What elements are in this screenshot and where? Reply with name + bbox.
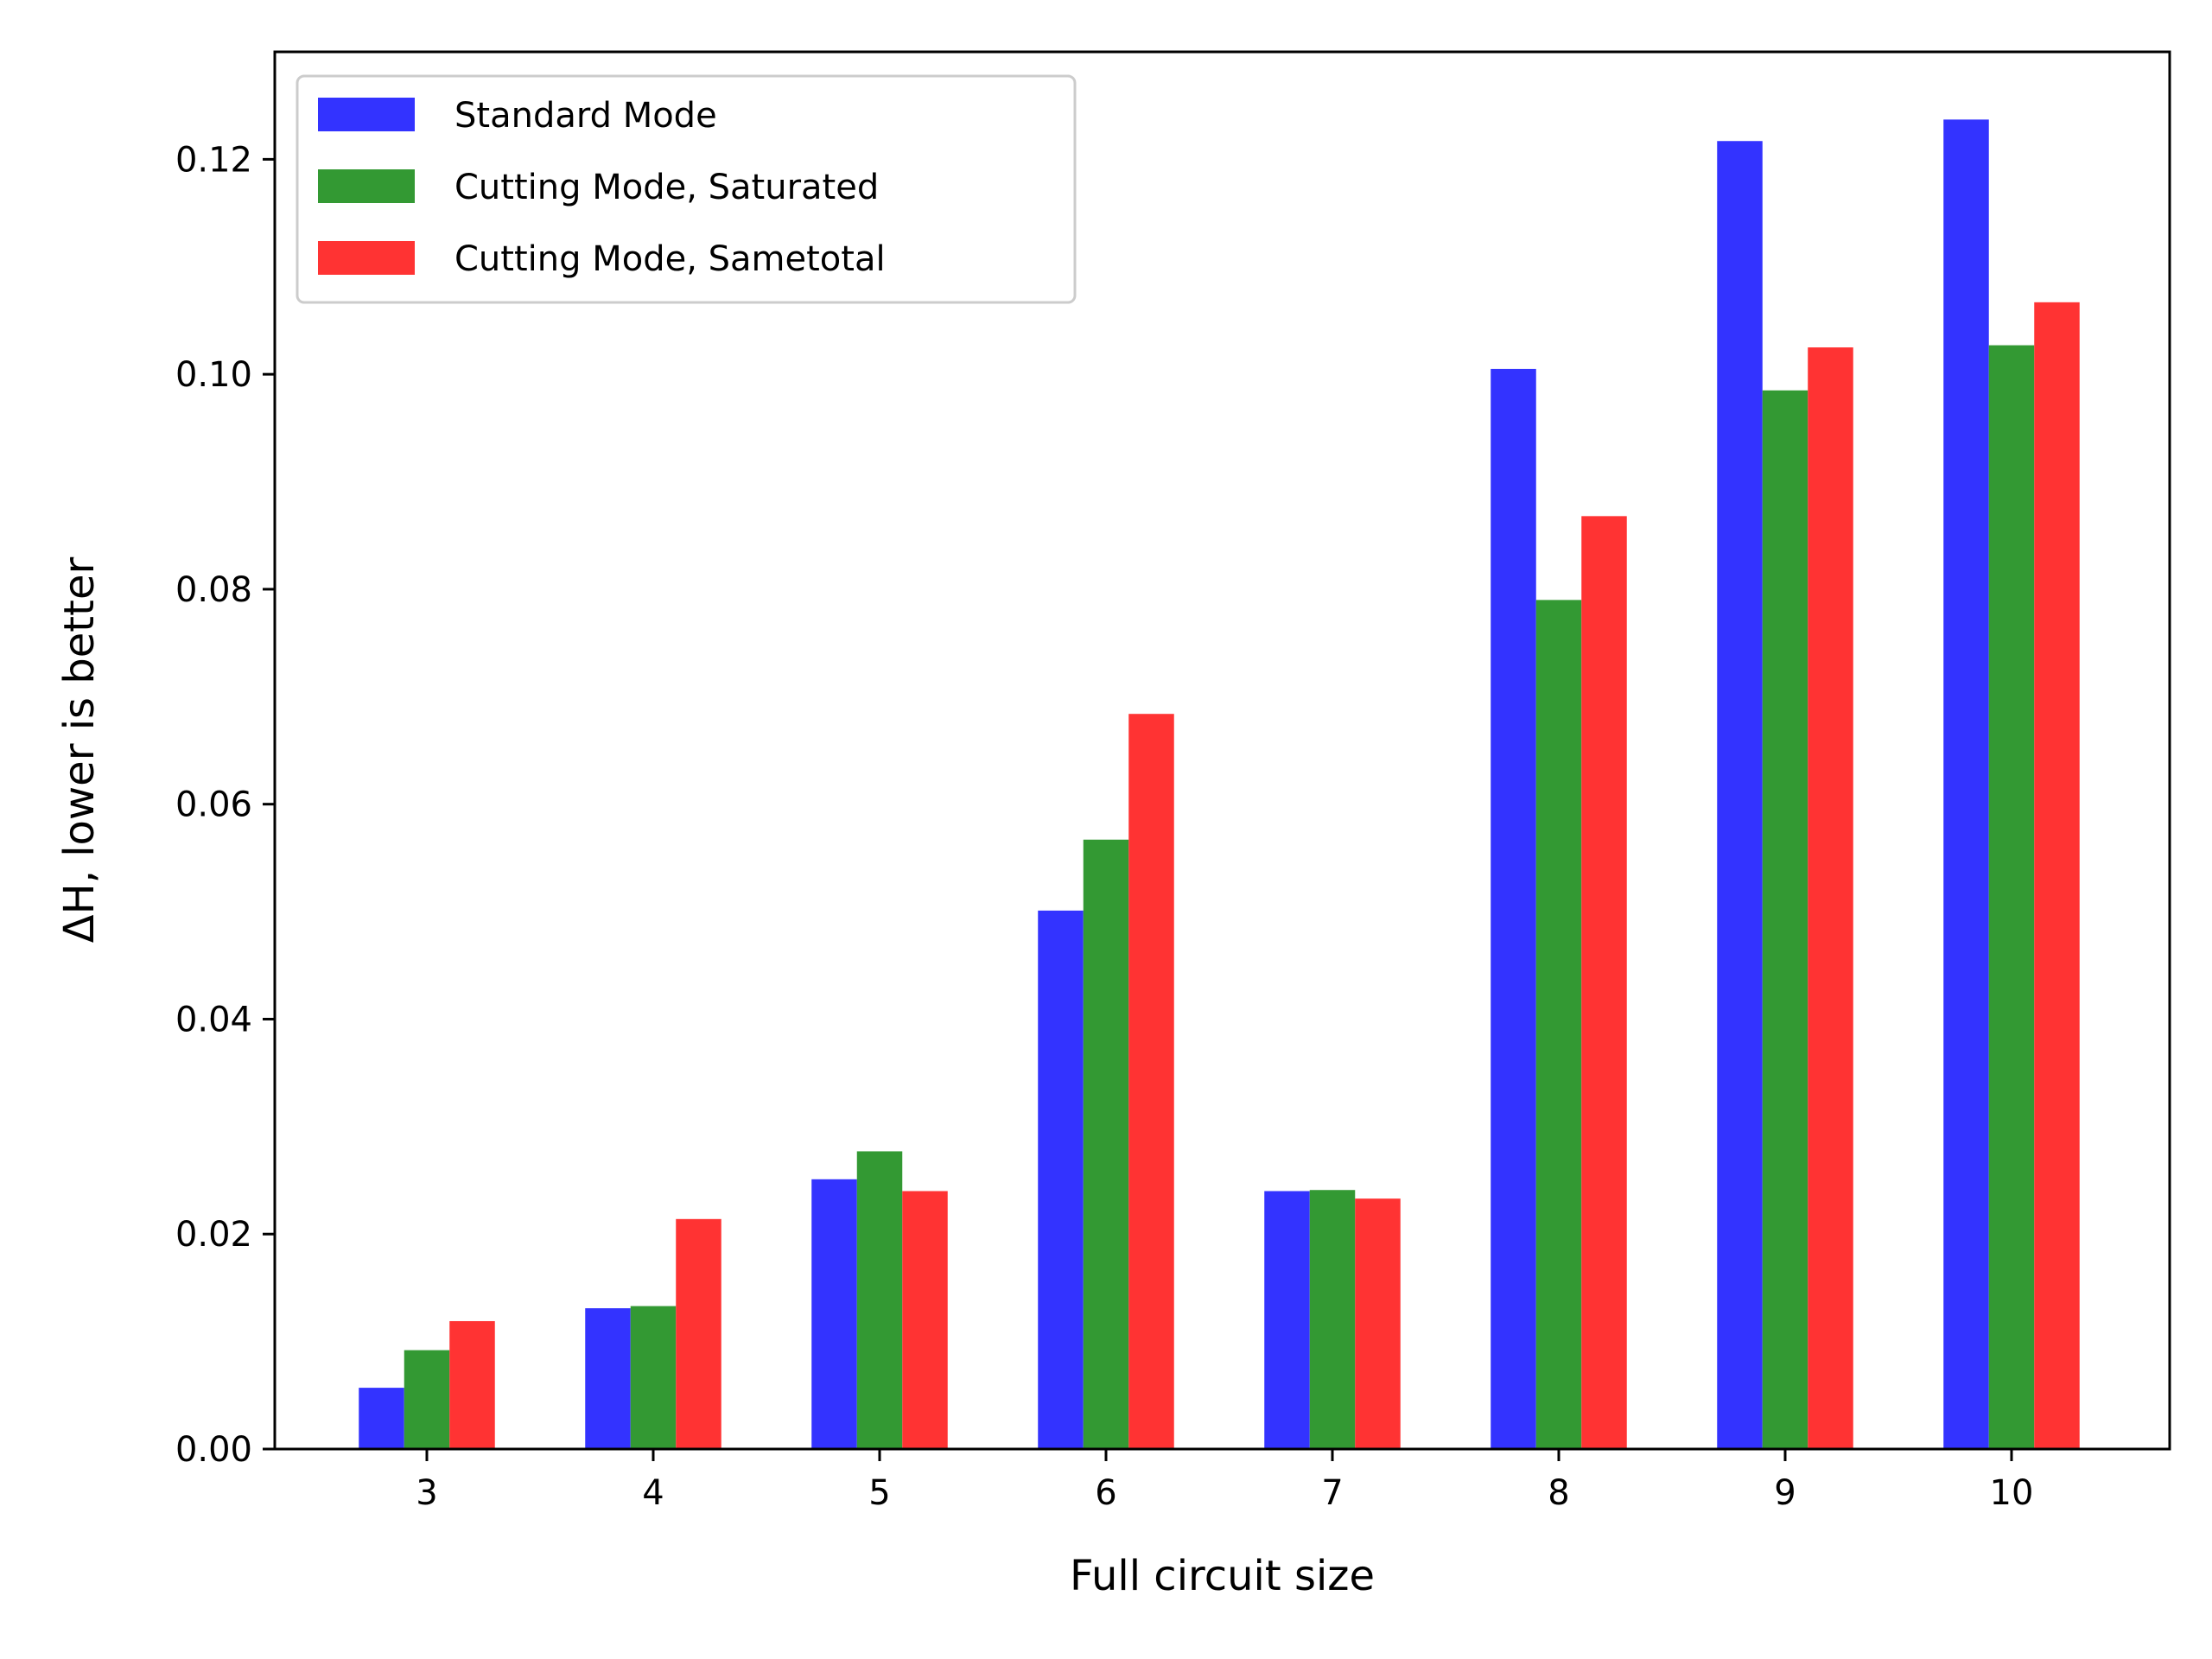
bar-series-2-5	[856, 1151, 903, 1449]
legend-label: Cutting Mode, Sametotal	[454, 239, 886, 279]
y-tick-label: 0.08	[175, 570, 252, 610]
legend-label: Cutting Mode, Saturated	[454, 168, 879, 207]
bar-series-1-9	[1717, 141, 1763, 1450]
bar-series-2-7	[1309, 1190, 1356, 1449]
x-tick-label: 8	[1548, 1473, 1569, 1513]
y-tick-label: 0.06	[175, 785, 252, 825]
bar-series-1-3	[359, 1388, 404, 1449]
x-tick-label: 9	[1774, 1473, 1796, 1513]
bar-series-3-9	[1808, 347, 1853, 1449]
bar-series-2-8	[1535, 600, 1582, 1449]
bar-series-1-4	[585, 1308, 631, 1449]
y-tick-label: 0.02	[175, 1215, 252, 1255]
legend-label: Standard Mode	[454, 96, 717, 136]
y-tick-label: 0.12	[175, 140, 252, 180]
bar-series-2-4	[630, 1306, 677, 1449]
plot-area-frame	[273, 50, 2171, 1451]
x-tick-label: 5	[868, 1473, 890, 1513]
bar-series-1-8	[1491, 368, 1536, 1450]
y-tick-label: 0.04	[175, 1000, 252, 1039]
bar-series-1-7	[1264, 1191, 1310, 1449]
y-axis-title: ΔH, lower is better	[55, 557, 104, 944]
axes-layer: 3 4 5 6 7 8 9 10 0.00 0.02 0.04 0.06 0.08 0.10 0.12	[175, 140, 2034, 1513]
bar-series-3-4	[676, 1218, 721, 1449]
bar-series-3-6	[1128, 714, 1174, 1449]
bar-series-1-5	[811, 1179, 857, 1449]
bar-series-1-6	[1038, 910, 1084, 1449]
legend-swatch	[318, 241, 415, 275]
bar-series-3-8	[1581, 516, 1627, 1449]
bar-series-2-6	[1083, 839, 1129, 1449]
bar-series-3-5	[902, 1191, 948, 1449]
x-tick-label: 3	[416, 1473, 437, 1513]
x-tick-label: 4	[642, 1473, 664, 1513]
legend-box	[296, 74, 1077, 304]
x-tick-label: 7	[1321, 1473, 1343, 1513]
bar-series-1-10	[1943, 119, 1989, 1450]
y-tick-label: 0.10	[175, 355, 252, 395]
bar-series-3-7	[1355, 1198, 1401, 1449]
y-tick-label: 0.00	[175, 1430, 252, 1470]
bar-series-2-9	[1762, 390, 1808, 1449]
x-tick-label: 6	[1095, 1473, 1116, 1513]
x-axis-title: Full circuit size	[1070, 1552, 1375, 1600]
bar-series-3-3	[449, 1320, 495, 1449]
legend-swatch	[318, 98, 415, 131]
x-tick-label: 10	[1990, 1473, 2034, 1513]
bar-series-3-10	[2034, 302, 2080, 1449]
bars-layer	[359, 119, 2080, 1450]
legend: Standard Mode Cutting Mode, Saturated Cutt…	[296, 74, 1077, 304]
bar-series-2-10	[1988, 345, 2035, 1449]
legend-swatch	[318, 169, 415, 203]
bar-series-2-3	[404, 1350, 450, 1449]
